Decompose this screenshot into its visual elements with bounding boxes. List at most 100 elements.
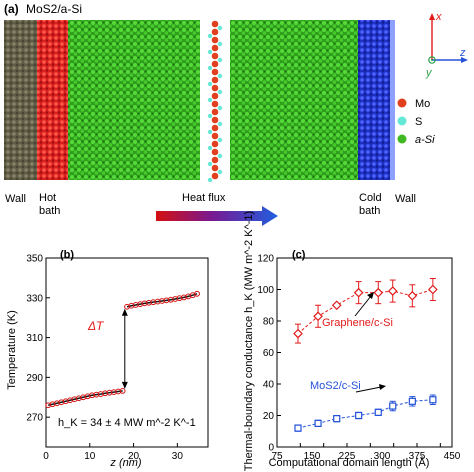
- panel-c-label: (c): [292, 249, 306, 261]
- si-region-right: [230, 20, 358, 180]
- panel-c-square-marker: [314, 419, 322, 427]
- panel-c-mos2-pointer-head: [379, 384, 386, 390]
- mo-atom: [211, 52, 219, 60]
- panel-b-annotation: h_K = 34 ± 4 MW m^-2 K^-1: [58, 417, 196, 429]
- y-axis-symbol: [428, 56, 436, 64]
- s-atom: [207, 97, 213, 103]
- panel-c-series-line: [297, 289, 434, 334]
- panel-c-ytick-label: 40: [263, 380, 275, 391]
- mo-atom: [211, 68, 219, 76]
- mo-atom: [211, 172, 219, 180]
- legend-asi-swatch: [397, 134, 407, 144]
- panel-c-graphene-pointer: [354, 295, 372, 317]
- axes-triad: x z y: [425, 11, 468, 79]
- panel-c-square-marker: [333, 415, 341, 423]
- wall-left-region: [4, 20, 37, 180]
- heat-flux-label: Heat flux: [182, 192, 226, 204]
- legend-asi-label: a-Si: [415, 134, 435, 146]
- panel-b-xtick-label: 0: [43, 451, 49, 462]
- panel-c-square-marker: [408, 397, 416, 405]
- legend-s-swatch: [397, 116, 407, 126]
- s-atom: [207, 113, 213, 119]
- mo-atom: [211, 84, 219, 92]
- panel-c-square-marker: [389, 402, 397, 410]
- panel-c-diamond-marker: [428, 284, 438, 295]
- panel-b-point: [194, 290, 200, 297]
- mo-atom: [211, 60, 219, 68]
- z-axis-arrowhead: [461, 57, 468, 63]
- panel-b: Temperature (K) z (nm) (b) ΔT h_K = 34 ±…: [6, 249, 209, 469]
- panel-b-ytick-label: 310: [26, 333, 43, 344]
- panel-b-ytick-label: 350: [26, 254, 43, 265]
- panel-b-xtick-label: 10: [84, 451, 96, 462]
- x-axis-arrowhead: [429, 13, 435, 20]
- mo-atom: [211, 116, 219, 124]
- hot-bath-label-line1: Hot: [39, 192, 56, 204]
- panel-c-diamond-marker: [373, 287, 384, 298]
- panel-b-xlabel: z (nm): [109, 457, 142, 469]
- panel-c-square-marker: [294, 424, 302, 432]
- panel-b-xtick-label: 20: [128, 451, 140, 462]
- z-axis-letter: z: [459, 47, 466, 59]
- si-region-left: [68, 20, 200, 180]
- s-atom: [217, 105, 223, 111]
- panel-c-xtick-label: 225: [339, 451, 356, 462]
- panel-b-ylabel: Temperature (K): [6, 310, 18, 389]
- panel-c-diamond-marker: [387, 286, 398, 296]
- panel-b-xtick-label: 30: [172, 451, 184, 462]
- x-axis-letter: x: [435, 11, 442, 23]
- panel-c-ytick-label: 100: [257, 285, 274, 296]
- panel-c-xtick-label: 375: [409, 451, 426, 462]
- panel-b-delta-arrowhead-top: [121, 308, 128, 316]
- panel-c-diamond-marker: [407, 290, 418, 301]
- hot-bath-region: [37, 20, 68, 180]
- s-atom: [207, 65, 213, 71]
- s-atom: [217, 25, 223, 31]
- cold-bath-label-line1: Cold: [359, 192, 382, 204]
- panel-c-ytick-label: 60: [263, 348, 275, 359]
- panel-c: Thermal-boundary conductance h_K (MW m^-…: [243, 211, 461, 471]
- s-atom: [207, 49, 213, 55]
- panel-b-delta-t: ΔT: [87, 319, 105, 333]
- panel-c-graphene-pointer-head: [367, 292, 374, 299]
- s-atom: [217, 121, 223, 127]
- s-atom: [207, 81, 213, 87]
- panel-a: (a) MoS2/a-Si Wall Hot bath Heat flux Co…: [4, 2, 468, 226]
- panel-c-xtick-label: 150: [304, 451, 321, 462]
- mo-atom: [211, 156, 219, 164]
- panel-c-series-line: [297, 399, 433, 429]
- legend-mo-label: Mo: [415, 98, 430, 110]
- panel-b-point: [119, 387, 126, 394]
- mo-atom: [211, 92, 219, 100]
- panel-b-ytick-label: 290: [26, 373, 43, 384]
- mo-atom: [211, 108, 219, 116]
- mo-atom: [211, 44, 219, 52]
- panel-c-xtick-label: 75: [271, 451, 283, 462]
- panel-c-ytick-label: 80: [263, 317, 275, 328]
- mo-atom: [211, 36, 219, 44]
- mo-atom: [211, 28, 219, 36]
- panel-c-series1-label: Graphene/c-Si: [322, 317, 393, 329]
- s-atom: [217, 89, 223, 95]
- panel-c-diamond-marker: [331, 300, 342, 311]
- s-atom: [217, 57, 223, 63]
- panel-b-line-right: [126, 293, 198, 308]
- s-atom: [207, 33, 213, 39]
- panel-c-square-marker: [355, 411, 363, 420]
- panel-c-diamond-marker: [313, 311, 323, 322]
- panel-c-diamond-marker: [293, 328, 303, 339]
- panel-c-xtick-label: 450: [444, 451, 461, 462]
- panel-c-ytick-label: 20: [263, 411, 275, 422]
- panel-c-mos2-pointer: [355, 386, 382, 393]
- panel-c-series2-label: MoS2/c-Si: [310, 380, 361, 392]
- legend-mo-swatch: [397, 98, 407, 108]
- panel-c-ytick-label: 120: [257, 254, 274, 265]
- mos2-layer: [207, 20, 223, 183]
- wall-left-label: Wall: [5, 193, 26, 205]
- panel-c-square-marker: [374, 408, 382, 416]
- heat-flux-arrow: [156, 206, 278, 226]
- legend-s-label: S: [415, 116, 422, 128]
- s-atom: [207, 145, 213, 151]
- mo-atom: [211, 124, 219, 132]
